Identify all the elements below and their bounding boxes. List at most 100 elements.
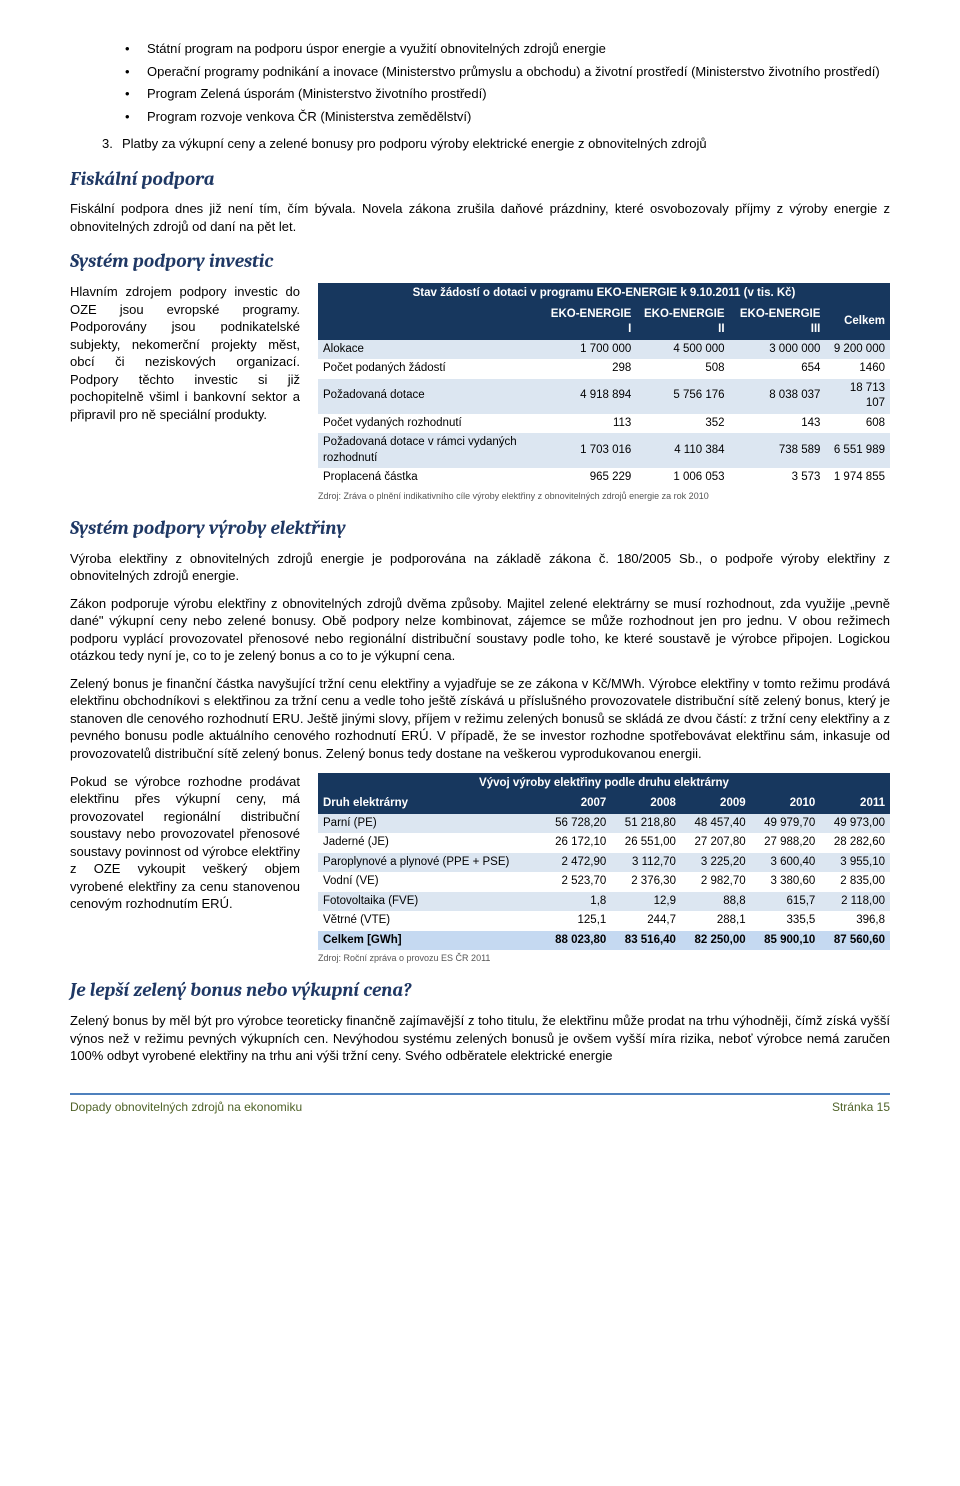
td: Proplacená částka — [318, 468, 546, 488]
th: EKO-ENERGIE I — [546, 305, 637, 340]
td: Vodní (VE) — [318, 872, 542, 892]
table-row: Větrné (VTE) 125,1 244,7 288,1 335,5 396… — [318, 911, 890, 931]
td: 1,8 — [542, 892, 612, 912]
td: Paroplynové a plynové (PPE + PSE) — [318, 853, 542, 873]
td: 88 023,80 — [542, 931, 612, 951]
table-row: Paroplynové a plynové (PPE + PSE) 2 472,… — [318, 853, 890, 873]
td: 3 573 — [730, 468, 826, 488]
td: 298 — [546, 359, 637, 379]
bullet-item: Státní program na podporu úspor energie … — [125, 40, 890, 58]
th: 2008 — [611, 794, 681, 814]
td: 508 — [636, 359, 729, 379]
td: 9 200 000 — [825, 340, 890, 360]
td: 1 703 016 — [546, 433, 637, 468]
th: Celkem — [825, 305, 890, 340]
td: 27 207,80 — [681, 833, 751, 853]
td: 352 — [636, 414, 729, 434]
bullet-item: Program Zelená úsporám (Ministerstvo živ… — [125, 85, 890, 103]
table-row: Požadovaná dotace 4 918 894 5 756 176 8 … — [318, 379, 890, 414]
td: 48 457,40 — [681, 814, 751, 834]
td: 143 — [730, 414, 826, 434]
td: 56 728,20 — [542, 814, 612, 834]
elektrarna-table: Vývoj výroby elektřiny podle druhu elekt… — [318, 773, 890, 951]
td: 51 218,80 — [611, 814, 681, 834]
td: 2 523,70 — [542, 872, 612, 892]
two-column-section-2: Pokud se výrobce rozhodne prodávat elekt… — [70, 773, 890, 965]
heading-fiskalni: Fiskální podpora — [70, 167, 890, 193]
th: 2007 — [542, 794, 612, 814]
th — [318, 305, 546, 340]
td: 738 589 — [730, 433, 826, 468]
paragraph-lepsi: Zelený bonus by měl být pro výrobce teor… — [70, 1012, 890, 1065]
td: 27 988,20 — [751, 833, 821, 853]
th: 2010 — [751, 794, 821, 814]
td: Počet vydaných rozhodnutí — [318, 414, 546, 434]
table-row: Počet podaných žádostí 298 508 654 1460 — [318, 359, 890, 379]
td: 615,7 — [751, 892, 821, 912]
td: 88,8 — [681, 892, 751, 912]
table-row: Proplacená částka 965 229 1 006 053 3 57… — [318, 468, 890, 488]
td: 1 974 855 — [825, 468, 890, 488]
td: 1460 — [825, 359, 890, 379]
td: 8 038 037 — [730, 379, 826, 414]
paragraph: Zákon podporuje výrobu elektřiny z obnov… — [70, 595, 890, 665]
th: EKO-ENERGIE III — [730, 305, 826, 340]
footer-right: Stránka 15 — [832, 1099, 890, 1115]
td: 85 900,10 — [751, 931, 821, 951]
td: 2 835,00 — [820, 872, 890, 892]
td: 3 000 000 — [730, 340, 826, 360]
left-column-text: Pokud se výrobce rozhodne prodávat elekt… — [70, 773, 300, 913]
numbered-list: 3. Platby za výkupní ceny a zelené bonus… — [70, 135, 890, 153]
td: 49 973,00 — [820, 814, 890, 834]
td: 4 110 384 — [636, 433, 729, 468]
table-row: Parní (PE) 56 728,20 51 218,80 48 457,40… — [318, 814, 890, 834]
bullet-item: Operační programy podnikání a inovace (M… — [125, 63, 890, 81]
td: Celkem [GWh] — [318, 931, 542, 951]
numbered-item: 3. Platby za výkupní ceny a zelené bonus… — [102, 135, 890, 153]
heading-lepsi: Je lepší zelený bonus nebo výkupní cena? — [70, 978, 890, 1004]
td: 5 756 176 — [636, 379, 729, 414]
footer-left: Dopady obnovitelných zdrojů na ekonomiku — [70, 1099, 302, 1115]
table-row: Alokace 1 700 000 4 500 000 3 000 000 9 … — [318, 340, 890, 360]
item-text: Platby za výkupní ceny a zelené bonusy p… — [122, 136, 707, 151]
td: 113 — [546, 414, 637, 434]
td: 125,1 — [542, 911, 612, 931]
th: 2009 — [681, 794, 751, 814]
td: 335,5 — [751, 911, 821, 931]
item-number: 3. — [102, 135, 113, 153]
td: 2 472,90 — [542, 853, 612, 873]
td: 3 380,60 — [751, 872, 821, 892]
td: 4 500 000 — [636, 340, 729, 360]
two-column-section: Hlavním zdrojem podpory investic do OZE … — [70, 283, 890, 502]
td: Fotovoltaika (FVE) — [318, 892, 542, 912]
table-total-row: Celkem [GWh] 88 023,80 83 516,40 82 250,… — [318, 931, 890, 951]
td: 2 118,00 — [820, 892, 890, 912]
td: 3 600,40 — [751, 853, 821, 873]
td: 28 282,60 — [820, 833, 890, 853]
left-column-text: Hlavním zdrojem podpory investic do OZE … — [70, 283, 300, 423]
heading-investic: Systém podpory investic — [70, 249, 890, 275]
right-column-table: Stav žádostí o dotaci v programu EKO-ENE… — [318, 283, 890, 502]
table-row: Fotovoltaika (FVE) 1,8 12,9 88,8 615,7 2… — [318, 892, 890, 912]
td: 1 700 000 — [546, 340, 637, 360]
td: 654 — [730, 359, 826, 379]
td: Větrné (VTE) — [318, 911, 542, 931]
td: 2 982,70 — [681, 872, 751, 892]
td: 3 955,10 — [820, 853, 890, 873]
eko-energie-table: Stav žádostí o dotaci v programu EKO-ENE… — [318, 283, 890, 488]
td: 3 225,20 — [681, 853, 751, 873]
td: 396,8 — [820, 911, 890, 931]
td: 244,7 — [611, 911, 681, 931]
td: 12,9 — [611, 892, 681, 912]
td: 6 551 989 — [825, 433, 890, 468]
table-row: Vodní (VE) 2 523,70 2 376,30 2 982,70 3 … — [318, 872, 890, 892]
table-title: Vývoj výroby elektřiny podle druhu elekt… — [318, 773, 890, 795]
td: 87 560,60 — [820, 931, 890, 951]
page-footer: Dopady obnovitelných zdrojů na ekonomiku… — [70, 1093, 890, 1115]
td: 26 172,10 — [542, 833, 612, 853]
td: 82 250,00 — [681, 931, 751, 951]
td: Počet podaných žádostí — [318, 359, 546, 379]
td: 965 229 — [546, 468, 637, 488]
td: 26 551,00 — [611, 833, 681, 853]
table-header-row: Druh elektrárny 2007 2008 2009 2010 2011 — [318, 794, 890, 814]
